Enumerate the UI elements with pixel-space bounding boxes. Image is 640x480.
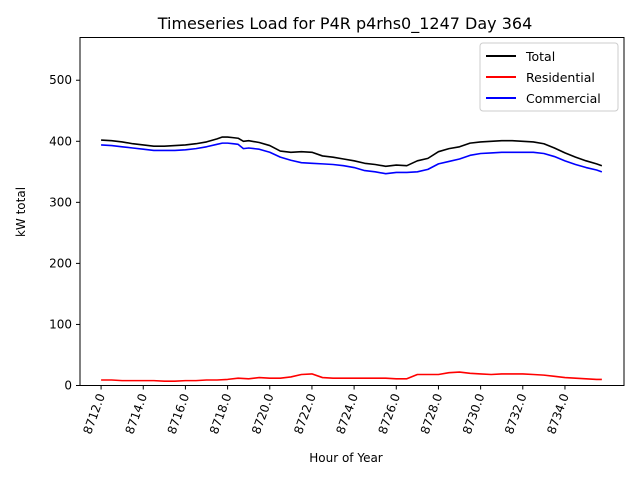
- legend: Total Residential Commercial: [479, 42, 619, 112]
- x-axis-label: Hour of Year: [309, 451, 383, 465]
- legend-box: [479, 42, 619, 112]
- legend-label-commercial: Commercial: [526, 91, 601, 106]
- x-tick-label: 8712.0: [80, 392, 108, 436]
- x-tick-label: 8726.0: [376, 392, 404, 436]
- y-tick-label: 300: [49, 195, 72, 209]
- y-tick-label: 400: [49, 134, 72, 148]
- series-line-total: [101, 136, 603, 168]
- series-group: [101, 136, 603, 383]
- y-axis: 0 100 200 300 400 500: [49, 73, 80, 393]
- chart-title: Timeseries Load for P4R p4rhs0_1247 Day …: [157, 14, 533, 34]
- y-tick-label: 500: [49, 73, 72, 87]
- legend-label-residential: Residential: [526, 70, 595, 85]
- x-tick-label: 8718.0: [207, 392, 235, 436]
- x-tick-label: 8728.0: [418, 392, 446, 436]
- y-tick-label: 100: [49, 317, 72, 331]
- x-tick-label: 8714.0: [123, 392, 151, 436]
- y-tick-label: 200: [49, 256, 72, 270]
- series-line-residential: [101, 371, 602, 383]
- y-axis-label: kW total: [14, 187, 28, 237]
- x-axis: 8712.0 8714.0 8716.0 8718.0 8720.0 8722.0 8724…: [80, 385, 572, 436]
- x-tick-label: 8732.0: [502, 392, 530, 436]
- series-line-commercial: [101, 142, 603, 175]
- x-tick-label: 8724.0: [333, 392, 361, 436]
- y-tick-label: 0: [64, 379, 72, 393]
- legend-label-total: Total: [525, 49, 555, 64]
- x-tick-label: 8734.0: [544, 392, 572, 436]
- x-tick-label: 8722.0: [291, 392, 319, 436]
- x-tick-label: 8720.0: [249, 392, 277, 436]
- x-tick-label: 8716.0: [165, 392, 193, 436]
- plot-area: [79, 37, 625, 386]
- x-tick-label: 8730.0: [460, 392, 488, 436]
